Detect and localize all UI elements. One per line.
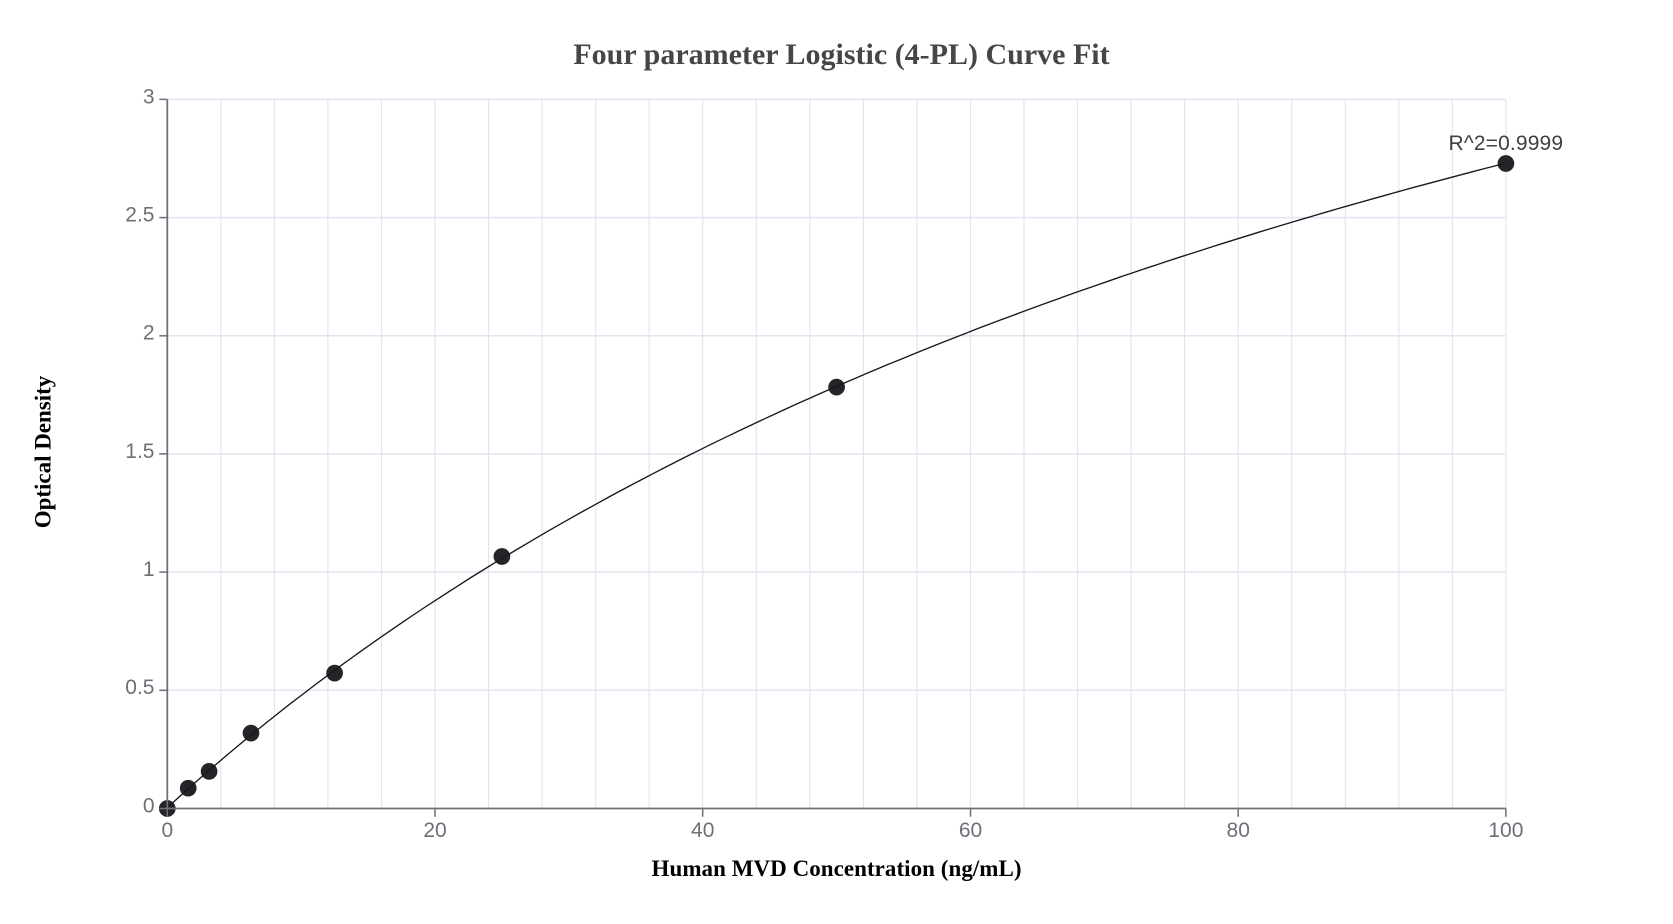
svg-text:3: 3 <box>143 85 155 108</box>
svg-text:Human MVD Concentration (ng/mL: Human MVD Concentration (ng/mL) <box>652 856 1022 881</box>
svg-text:Optical Density: Optical Density <box>31 375 56 528</box>
svg-text:20: 20 <box>423 819 446 842</box>
svg-text:60: 60 <box>959 819 982 842</box>
svg-text:40: 40 <box>691 819 714 842</box>
svg-text:0.5: 0.5 <box>125 676 154 699</box>
svg-text:1: 1 <box>143 558 155 581</box>
svg-text:100: 100 <box>1488 819 1523 842</box>
svg-text:Four parameter Logistic (4-PL): Four parameter Logistic (4-PL) Curve Fit <box>573 38 1109 71</box>
svg-text:0: 0 <box>143 794 155 817</box>
svg-text:80: 80 <box>1227 819 1250 842</box>
svg-text:R^2=0.9999: R^2=0.9999 <box>1449 132 1564 155</box>
svg-text:2: 2 <box>143 322 155 345</box>
svg-text:1.5: 1.5 <box>125 440 154 463</box>
svg-text:0: 0 <box>161 819 173 842</box>
svg-text:2.5: 2.5 <box>125 204 154 227</box>
